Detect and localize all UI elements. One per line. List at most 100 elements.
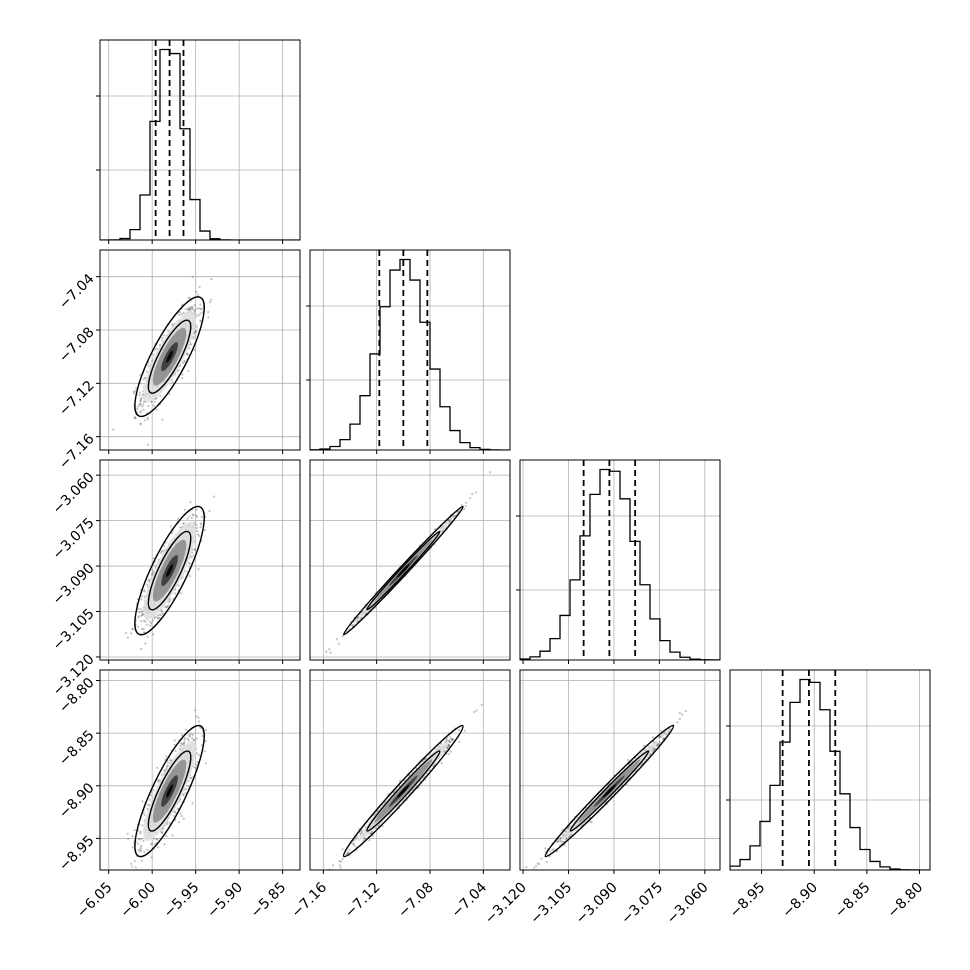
axes-frame <box>309 459 511 661</box>
sample-point <box>139 832 142 835</box>
sample-point <box>398 779 402 782</box>
sample-point <box>181 373 184 376</box>
sample-point <box>186 737 189 740</box>
sample-point <box>144 620 147 623</box>
sample-point <box>188 734 191 737</box>
axes-frame <box>309 669 511 871</box>
sample-point <box>446 745 450 748</box>
sample-point <box>169 525 172 528</box>
sample-point <box>187 369 190 373</box>
sample-point <box>135 878 137 880</box>
sample-point <box>151 619 155 622</box>
sample-point <box>137 848 140 851</box>
sample-point <box>160 831 163 834</box>
y-tick-label: −3.060 <box>50 469 98 517</box>
sample-point <box>193 548 196 551</box>
sample-point <box>165 755 168 758</box>
sample-point <box>184 737 187 740</box>
sample-point <box>445 746 449 749</box>
hist-panel-1 <box>306 249 511 454</box>
sample-point <box>139 849 143 852</box>
sample-point <box>182 817 185 820</box>
sample-point <box>197 307 200 310</box>
sample-point <box>131 835 134 838</box>
sample-point <box>187 739 190 742</box>
sample-point <box>193 332 196 335</box>
sample-point <box>158 778 161 782</box>
sample-point <box>140 598 143 601</box>
sample-point <box>148 798 151 801</box>
sample-point <box>146 635 149 638</box>
sample-point <box>141 614 144 617</box>
sample-point <box>464 505 467 508</box>
sample-point <box>138 391 141 394</box>
sample-point <box>445 739 448 742</box>
sample-point <box>176 517 180 520</box>
sample-point <box>353 844 356 847</box>
y-tick-label: −7.04 <box>56 271 98 313</box>
sample-point <box>139 608 142 611</box>
sample-point <box>191 275 194 279</box>
sample-point <box>448 739 451 742</box>
sample-point <box>199 312 202 315</box>
sample-point <box>149 624 152 627</box>
sample-point <box>138 837 141 841</box>
sample-point <box>142 619 146 622</box>
sample-point <box>152 557 155 560</box>
sample-point <box>139 847 142 850</box>
density-level-3 <box>166 564 174 578</box>
sample-point <box>556 840 559 843</box>
sample-point <box>191 306 194 309</box>
sample-point <box>138 403 141 406</box>
y-tick-label: −8.85 <box>56 728 98 770</box>
sample-point <box>189 776 192 779</box>
sample-point <box>143 813 146 817</box>
sample-point <box>191 733 194 736</box>
sample-point <box>146 443 150 446</box>
sample-point <box>348 848 351 851</box>
sample-point <box>186 308 190 311</box>
sample-point <box>448 736 452 739</box>
sample-point <box>208 510 211 513</box>
sample-point <box>447 743 451 746</box>
sample-point <box>667 730 670 733</box>
sample-point <box>156 614 160 617</box>
sample-point <box>161 550 165 553</box>
sample-point <box>195 515 199 518</box>
sample-point <box>112 428 115 431</box>
sample-point <box>141 628 144 631</box>
sample-point <box>138 615 141 618</box>
sample-point <box>471 492 474 496</box>
sample-point <box>179 745 182 748</box>
sample-point <box>210 278 213 281</box>
sample-point <box>171 323 175 326</box>
sample-point <box>161 418 164 421</box>
sample-point <box>183 522 186 525</box>
sample-point <box>183 359 186 362</box>
sample-point <box>142 631 146 634</box>
sample-point <box>143 850 146 854</box>
sample-point <box>475 709 478 712</box>
sample-point <box>463 507 466 511</box>
contour-2sigma <box>342 505 464 636</box>
sample-point <box>184 308 187 311</box>
sample-point <box>152 633 155 636</box>
sample-point <box>140 620 143 623</box>
sample-point <box>146 807 149 810</box>
axes-frame <box>309 249 511 451</box>
axes-frame <box>99 39 301 241</box>
scatter-panel-1-0: −7.16−7.12−7.08−7.04 <box>56 249 301 473</box>
sample-point <box>174 749 177 753</box>
sample-point <box>142 627 145 631</box>
sample-point <box>154 348 157 351</box>
sample-point <box>346 852 349 855</box>
sample-point <box>204 739 207 743</box>
contour-1sigma <box>147 530 192 611</box>
x-tick-label: −7.16 <box>289 879 331 921</box>
sample-point <box>447 519 451 522</box>
sample-point <box>147 361 150 364</box>
sample-point <box>191 802 194 805</box>
sample-point <box>352 842 356 845</box>
sample-point <box>183 508 186 511</box>
